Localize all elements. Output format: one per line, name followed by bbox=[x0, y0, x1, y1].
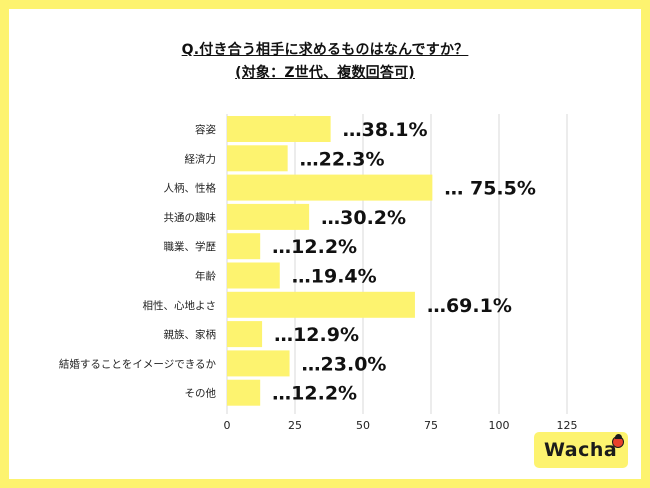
category-label: 親族、家柄 bbox=[164, 328, 217, 341]
category-label: 職業、学歴 bbox=[164, 240, 217, 253]
x-axis-ticks: 0 25 50 75 100 125 bbox=[224, 419, 578, 432]
value-labels: …38.1% …22.3% … 75.5% …30.2% …12.2% …19.4% …69… bbox=[272, 119, 536, 405]
logo-text: Wacha bbox=[544, 439, 618, 461]
category-labels: 容姿経済力人柄、性格共通の趣味職業、学歴年齢相性、心地よさ親族、家柄結婚すること… bbox=[59, 123, 217, 400]
data-label: …69.1% bbox=[427, 295, 512, 317]
category-label: 共通の趣味 bbox=[164, 211, 217, 224]
bar bbox=[227, 116, 331, 142]
bar bbox=[227, 145, 288, 172]
data-label: … 75.5% bbox=[444, 178, 536, 200]
data-label: …19.4% bbox=[292, 266, 377, 288]
category-label: 年齢 bbox=[195, 270, 216, 283]
data-label: …22.3% bbox=[300, 148, 385, 170]
bar bbox=[227, 262, 280, 289]
category-label: その他 bbox=[185, 387, 217, 400]
chart-subtitle: (対象：Z世代、複数回答可) bbox=[235, 65, 415, 81]
chart-title: Q.付き合う相手に求めるものはなんですか？ bbox=[181, 42, 469, 58]
x-tick-label: 75 bbox=[424, 419, 438, 432]
category-label: 相性、心地よさ bbox=[143, 299, 217, 312]
category-label: 人柄、性格 bbox=[164, 182, 217, 195]
bar bbox=[227, 233, 261, 260]
x-tick-label: 50 bbox=[356, 419, 370, 432]
bar bbox=[227, 291, 415, 318]
bar bbox=[227, 350, 290, 377]
x-tick-label: 0 bbox=[224, 419, 231, 432]
bars bbox=[227, 116, 433, 406]
x-tick-label: 125 bbox=[557, 419, 578, 432]
data-label: …12.2% bbox=[272, 236, 357, 258]
category-label: 結婚することをイメージできるか bbox=[59, 357, 217, 370]
bar bbox=[227, 321, 263, 348]
data-label: …30.2% bbox=[321, 207, 406, 229]
category-label: 容姿 bbox=[195, 123, 216, 136]
wacha-logo: Wacha bbox=[534, 432, 628, 468]
x-tick-label: 25 bbox=[288, 419, 302, 432]
bar bbox=[227, 379, 261, 406]
x-tick-label: 100 bbox=[489, 419, 510, 432]
bar bbox=[227, 203, 310, 230]
data-label: …12.9% bbox=[274, 324, 359, 346]
logo-dot-icon bbox=[612, 434, 624, 448]
bar bbox=[227, 174, 433, 201]
data-label: …38.1% bbox=[343, 119, 428, 141]
data-label: …23.0% bbox=[302, 353, 387, 375]
data-label: …12.2% bbox=[272, 383, 357, 405]
category-label: 経済力 bbox=[185, 152, 217, 165]
